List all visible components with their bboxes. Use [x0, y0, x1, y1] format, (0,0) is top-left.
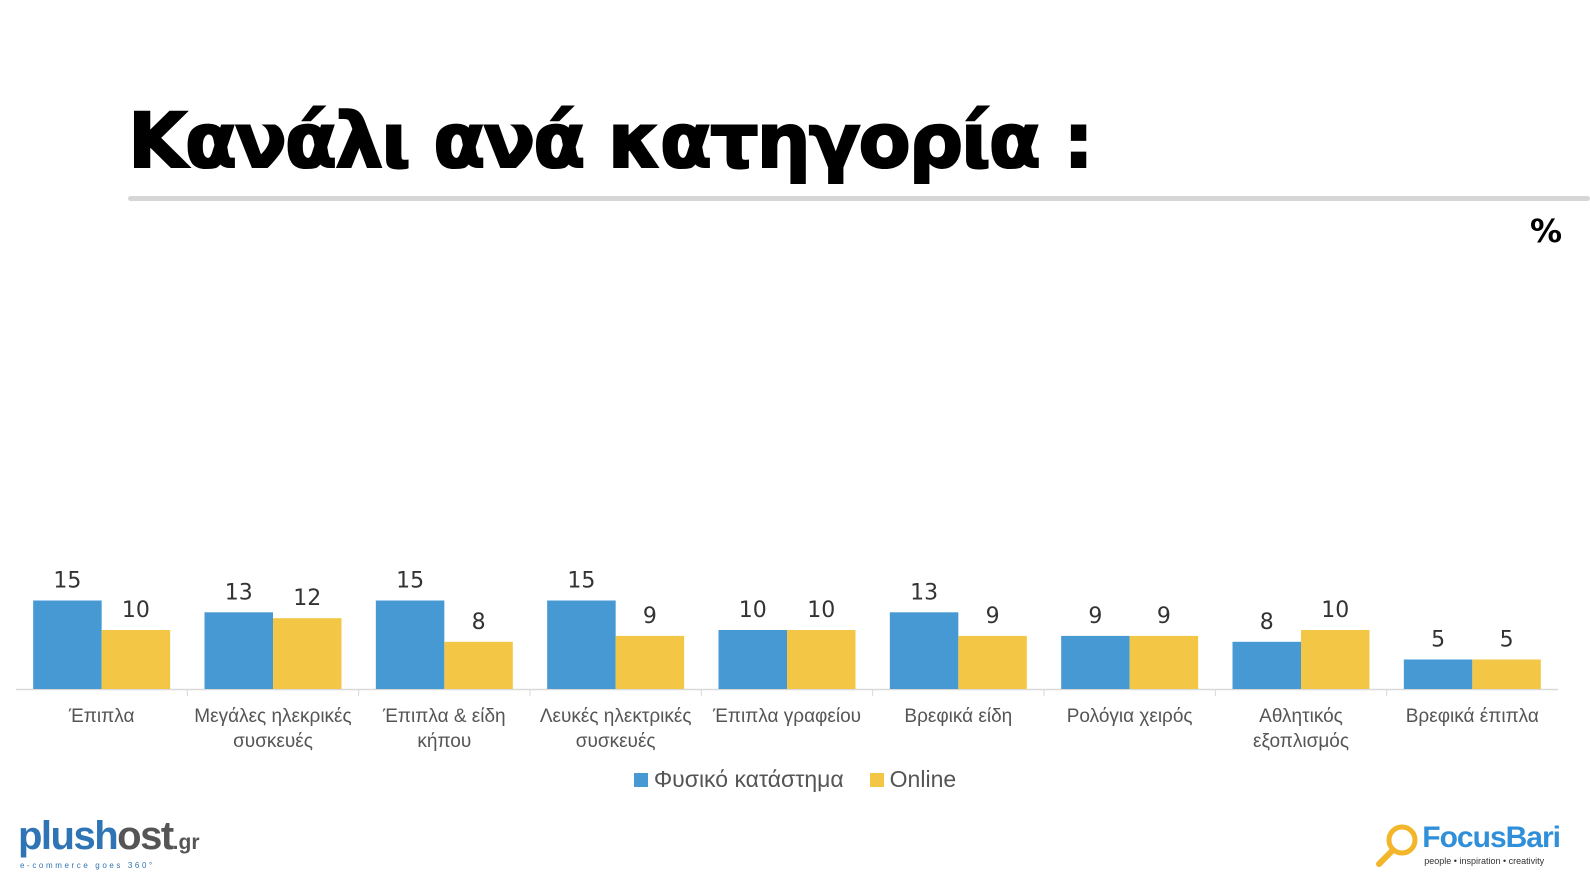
bar-online	[958, 635, 1027, 689]
page-title: Κανάλι ανά κατηγορία :	[127, 95, 1095, 186]
data-label: 9	[986, 604, 1000, 629]
bar-physical-store	[1403, 659, 1473, 689]
category-label: συσκευές	[233, 731, 313, 752]
legend-label-online: Online	[889, 766, 957, 792]
plushost-logo: plushost.gr e-commerce goes 360°	[18, 814, 218, 870]
bar-online	[787, 630, 856, 689]
data-label: 10	[807, 598, 835, 623]
category-label: Μεγάλες ηλεκρικές	[194, 706, 351, 727]
category-label: Αθλητικός	[1259, 706, 1343, 727]
bar-physical-store	[1061, 635, 1130, 689]
data-label: 9	[643, 604, 657, 629]
data-label: 15	[567, 569, 595, 594]
data-label: 12	[293, 586, 321, 611]
category-label: Λευκές ηλεκτρικές	[540, 706, 692, 727]
category-label: συσκευές	[576, 731, 656, 752]
data-label: 9	[1157, 604, 1171, 629]
bar-online	[444, 641, 513, 689]
plushost-tagline: e-commerce goes 360°	[20, 861, 155, 870]
category-label: Ρολόγια χειρός	[1067, 706, 1193, 727]
legend-swatch-physical-icon	[633, 772, 648, 787]
bar-physical-store	[375, 600, 445, 689]
bar-physical-store	[204, 612, 273, 689]
bar-online	[1129, 635, 1199, 689]
bar-online	[1301, 630, 1370, 689]
data-label: 15	[396, 569, 424, 594]
data-label: 13	[910, 580, 938, 605]
legend-label-physical-store: Φυσικό κατάστημα	[653, 766, 844, 792]
bar-physical-store	[547, 600, 616, 689]
data-label: 10	[739, 598, 767, 623]
unit-label: %	[1529, 212, 1562, 250]
category-label: Έπιπλα γραφείου	[712, 706, 861, 727]
plushost-wordmark: plushost.gr	[18, 814, 200, 858]
category-label: Έπιπλα	[68, 706, 135, 727]
bar-physical-store	[889, 612, 959, 689]
data-label: 8	[1260, 610, 1274, 635]
data-label: 5	[1431, 628, 1445, 653]
category-label: εξοπλισμός	[1253, 731, 1349, 752]
focusbari-logo: FocusBari people • inspiration • creativ…	[1374, 821, 1561, 872]
chart-legend: Φυσικό κατάστημα Online	[0, 766, 1590, 793]
bar-online	[273, 618, 342, 689]
bar-online	[1472, 659, 1541, 689]
magnifier-icon	[1376, 824, 1418, 867]
data-label: 15	[53, 569, 81, 594]
category-label: Βρεφικά έπιπλα	[1406, 706, 1539, 727]
data-label: 9	[1088, 604, 1102, 629]
bar-physical-store	[718, 630, 787, 689]
data-label: 5	[1500, 628, 1514, 653]
legend-item-online[interactable]: Online	[869, 766, 957, 793]
bar-physical-store	[1232, 641, 1301, 689]
category-label: Έπιπλα & είδη	[382, 706, 506, 727]
bar-online	[615, 635, 685, 689]
title-divider	[128, 196, 1590, 201]
bar-physical-store	[33, 600, 102, 689]
focusbari-wordmark: FocusBari	[1422, 821, 1561, 854]
bar-chart: 15 10 Έπιπλα 13 12 Μεγάλες ηλεκρικές συσκευές 1…	[16, 569, 1558, 752]
category-label: κήπου	[417, 731, 471, 752]
legend-swatch-online-icon	[869, 772, 884, 787]
data-label: 10	[122, 598, 150, 623]
focusbari-tagline: people • inspiration • creativity	[1424, 856, 1545, 866]
data-label: 8	[472, 610, 486, 635]
bar-online	[101, 630, 171, 689]
category-label: Βρεφικά είδη	[904, 706, 1012, 727]
legend-item-physical-store[interactable]: Φυσικό κατάστημα	[633, 766, 844, 793]
data-label: 10	[1321, 598, 1349, 623]
data-label: 13	[225, 580, 253, 605]
